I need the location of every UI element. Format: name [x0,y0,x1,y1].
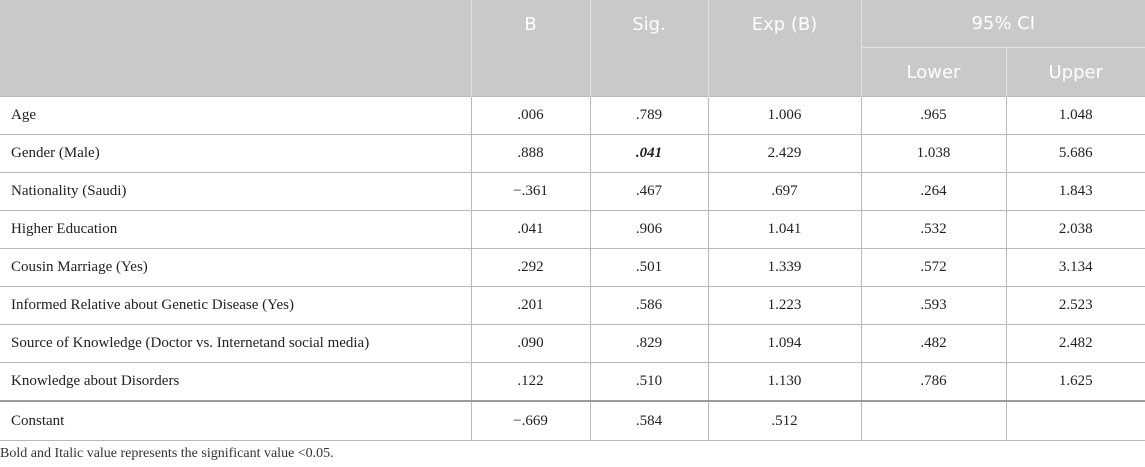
cell-upper: 2.038 [1005,210,1145,249]
row-label: Nationality (Saudi) [0,172,472,211]
cell-sig: .467 [589,172,709,211]
cell-sig-significant: .041 [589,134,709,173]
cell-expb: .697 [707,172,862,211]
cell-expb: 1.094 [707,324,862,363]
row-label: Constant [0,400,472,441]
cell-lower: 1.038 [860,134,1007,173]
table-row: Gender (Male) .888 .041 2.429 1.038 5.68… [0,134,1145,173]
header-b: B [470,0,591,97]
header-upper: Upper [1005,47,1145,97]
cell-lower: .482 [860,324,1007,363]
cell-expb: 2.429 [707,134,862,173]
cell-upper: 2.482 [1005,324,1145,363]
table-row: Source of Knowledge (Doctor vs. Internet… [0,324,1145,363]
header-sig: Sig. [589,0,709,97]
cell-upper: 5.686 [1005,134,1145,173]
cell-b: .122 [470,362,591,402]
cell-lower: .593 [860,286,1007,325]
cell-sig: .586 [589,286,709,325]
header-variable [0,0,472,97]
table-row: Age .006 .789 1.006 .965 1.048 [0,96,1145,135]
row-label: Gender (Male) [0,134,472,173]
cell-upper [1005,400,1145,441]
row-label: Cousin Marriage (Yes) [0,248,472,287]
cell-sig: .584 [589,400,709,441]
cell-upper: 1.843 [1005,172,1145,211]
table-row: Informed Relative about Genetic Disease … [0,286,1145,325]
cell-sig: .789 [589,96,709,135]
table-row: Knowledge about Disorders .122 .510 1.13… [0,362,1145,402]
row-label: Informed Relative about Genetic Disease … [0,286,472,325]
cell-expb: 1.339 [707,248,862,287]
cell-expb: 1.223 [707,286,862,325]
header-expb: Exp (B) [707,0,862,97]
table-row: Higher Education .041 .906 1.041 .532 2.… [0,210,1145,249]
cell-sig: .906 [589,210,709,249]
cell-upper: 1.048 [1005,96,1145,135]
table-row: Nationality (Saudi) −.361 .467 .697 .264… [0,172,1145,211]
cell-b: .888 [470,134,591,173]
cell-sig: .829 [589,324,709,363]
cell-b: .201 [470,286,591,325]
cell-b: .090 [470,324,591,363]
row-label: Higher Education [0,210,472,249]
cell-b: −.669 [470,400,591,441]
cell-lower: .965 [860,96,1007,135]
cell-lower: .572 [860,248,1007,287]
cell-expb: 1.041 [707,210,862,249]
cell-b: −.361 [470,172,591,211]
cell-sig: .501 [589,248,709,287]
cell-expb: 1.006 [707,96,862,135]
cell-upper: 1.625 [1005,362,1145,402]
cell-lower: .532 [860,210,1007,249]
cell-expb: 1.130 [707,362,862,402]
table-row-constant: Constant −.669 .584 .512 [0,400,1145,441]
table-header: B Sig. Exp (B) 95% CI Lower Upper [0,0,1145,97]
header-lower: Lower [860,47,1007,97]
cell-upper: 3.134 [1005,248,1145,287]
cell-expb: .512 [707,400,862,441]
regression-table: B Sig. Exp (B) 95% CI Lower Upper Age .0… [0,0,1145,441]
cell-sig: .510 [589,362,709,402]
cell-lower: .786 [860,362,1007,402]
row-label: Source of Knowledge (Doctor vs. Internet… [0,324,472,363]
table-footnote: Bold and Italic value represents the sig… [0,446,334,461]
cell-upper: 2.523 [1005,286,1145,325]
cell-b: .041 [470,210,591,249]
row-label: Age [0,96,472,135]
cell-b: .292 [470,248,591,287]
header-ci: 95% CI [860,0,1145,48]
cell-b: .006 [470,96,591,135]
table-row: Cousin Marriage (Yes) .292 .501 1.339 .5… [0,248,1145,287]
cell-lower [860,400,1007,441]
row-label: Knowledge about Disorders [0,362,472,402]
cell-lower: .264 [860,172,1007,211]
table-body: Age .006 .789 1.006 .965 1.048 Gender (M… [0,96,1145,441]
